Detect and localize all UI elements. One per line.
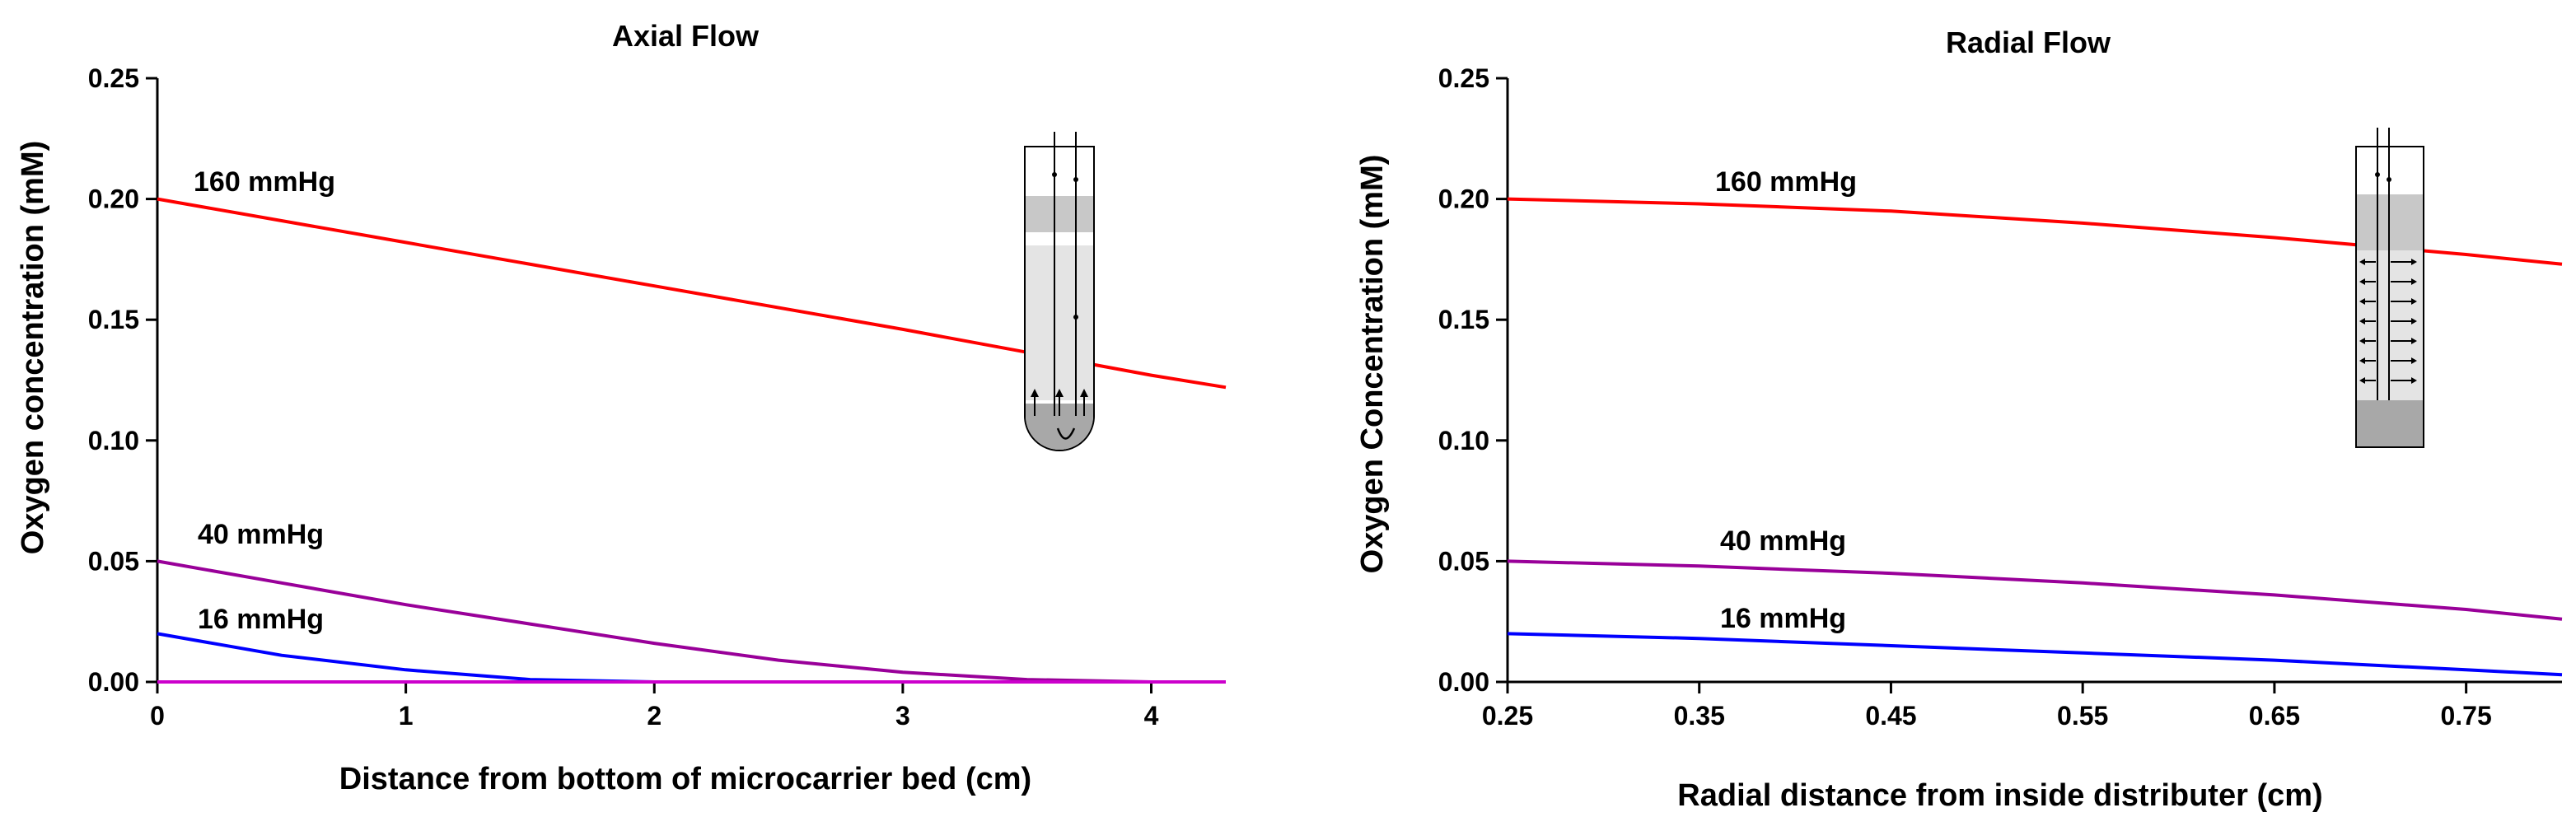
y-tick-label: 0.05 bbox=[1438, 546, 1489, 576]
y-tick-label: 0.10 bbox=[1438, 426, 1489, 455]
series-group bbox=[1507, 197, 2563, 677]
series-line-16-mmhg bbox=[157, 632, 1226, 684]
x-axis-label: Radial distance from inside distributer … bbox=[1677, 778, 2322, 813]
y-tick-label: 0.10 bbox=[88, 426, 139, 455]
series-line-160-mmhg bbox=[157, 197, 1227, 390]
axial-flow-bioreactor-schematic bbox=[1024, 132, 1095, 451]
series-line-160-mmhg bbox=[1507, 197, 2563, 266]
y-tick-label: 0.05 bbox=[88, 546, 139, 576]
x-tick-label: 0.75 bbox=[2440, 701, 2491, 731]
y-tick-label: 0.20 bbox=[88, 184, 139, 214]
tick-group: 0.00 0.05 0.10 0.15 0.20 0.25 0 1 2 3 4 bbox=[88, 63, 1226, 731]
x-tick-label: 0.45 bbox=[1865, 701, 1916, 731]
x-tick-label: 0 bbox=[150, 701, 165, 731]
y-tick-label: 0.00 bbox=[88, 667, 139, 697]
series-label-16-mmhg: 16 mmHg bbox=[198, 604, 324, 635]
series-group bbox=[157, 197, 1227, 684]
x-tick-label: 0.55 bbox=[2057, 701, 2108, 731]
radial-flow-chart: Radial Flow Radial distance from inside … bbox=[1355, 26, 2563, 813]
x-tick-label: 0.65 bbox=[2249, 701, 2300, 731]
series-label-40-mmhg: 40 mmHg bbox=[1720, 525, 1846, 557]
chart-title: Radial Flow bbox=[1946, 26, 2111, 59]
y-tick-label: 0.15 bbox=[1438, 305, 1489, 334]
series-label-group: 160 mmHg 40 mmHg 16 mmHg bbox=[194, 166, 335, 635]
series-label-group: 160 mmHg 40 mmHg 16 mmHg bbox=[1715, 166, 1857, 634]
x-axis-label: Distance from bottom of microcarrier bed… bbox=[339, 762, 1031, 796]
y-tick-label: 0.20 bbox=[1438, 184, 1489, 214]
y-axis-label: Oxygen Concentration (mM) bbox=[1355, 155, 1390, 574]
series-line-16-mmhg bbox=[1507, 632, 2563, 677]
tick-group: 0.00 0.05 0.10 0.15 0.20 0.25 0.25 0.35 0.45 0.55… bbox=[1438, 63, 2562, 731]
y-axis-label: Oxygen concentration (mM) bbox=[16, 141, 50, 555]
x-tick-label: 1 bbox=[399, 701, 414, 731]
series-label-16-mmhg: 16 mmHg bbox=[1720, 603, 1846, 634]
y-tick-label: 0.15 bbox=[88, 305, 139, 334]
radial-flow-bioreactor-schematic bbox=[2355, 128, 2424, 448]
y-tick-label: 0.25 bbox=[88, 63, 139, 93]
series-label-160-mmhg: 160 mmHg bbox=[1715, 166, 1857, 198]
x-tick-label: 4 bbox=[1144, 701, 1159, 731]
series-label-160-mmhg: 160 mmHg bbox=[194, 166, 335, 198]
x-tick-label: 2 bbox=[647, 701, 662, 731]
y-tick-label: 0.25 bbox=[1438, 63, 1489, 93]
x-tick-label: 0.25 bbox=[1482, 701, 1533, 731]
series-line-40-mmhg bbox=[1507, 559, 2563, 621]
x-tick-label: 3 bbox=[895, 701, 910, 731]
radial-arrows bbox=[2359, 259, 2417, 384]
axial-flow-chart: Axial Flow Distance from bottom of micro… bbox=[16, 19, 1227, 796]
chart-title: Axial Flow bbox=[612, 19, 760, 53]
y-tick-label: 0.00 bbox=[1438, 667, 1489, 697]
x-tick-label: 0.35 bbox=[1674, 701, 1725, 731]
series-label-40-mmhg: 40 mmHg bbox=[198, 519, 324, 550]
